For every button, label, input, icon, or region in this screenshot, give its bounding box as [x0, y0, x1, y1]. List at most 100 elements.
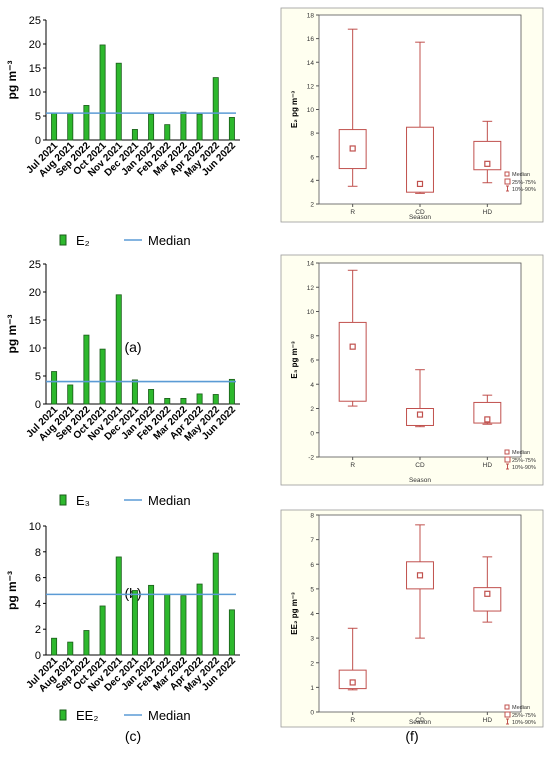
legend-label: E₃ [76, 493, 90, 508]
y-tick-label: 8 [35, 547, 41, 559]
y-tick-label: 4 [310, 382, 314, 389]
category-label: R [350, 209, 355, 216]
y-axis-label: pg m⁻³ [5, 61, 19, 100]
bar [180, 111, 187, 141]
y-tick-label: 6 [35, 573, 41, 585]
median-marker [349, 145, 356, 152]
y-tick-label: 2 [310, 202, 314, 209]
y-tick-label: 0 [35, 135, 41, 147]
panel-caption: (f) [405, 728, 418, 744]
x-axis-label: Season [409, 477, 431, 484]
median-marker [349, 679, 356, 686]
bar [196, 583, 203, 656]
box-chart-2: -2 0 2 4 6 8 10 12 14 E₃ pg m⁻³ R CD HD Season Median 2… [280, 254, 544, 601]
y-tick-label: 14 [307, 60, 315, 67]
bar [67, 641, 74, 656]
y-tick-label: 4 [35, 598, 41, 610]
box-legend: Median 25%-75%10%-90% [504, 704, 536, 726]
median-marker [416, 180, 424, 188]
category-label: CD [415, 717, 425, 724]
legend-label: Median [148, 708, 191, 723]
y-tick-label: 8 [310, 333, 314, 340]
category-label: HD [483, 209, 493, 216]
bar [164, 593, 171, 656]
bar [83, 630, 90, 656]
median-marker [484, 160, 491, 167]
legend-label: Median [512, 172, 530, 178]
bar [131, 590, 138, 656]
y-tick-label: 8 [310, 513, 314, 520]
legend-label: Median [512, 450, 530, 456]
y-tick-label: 25 [29, 259, 41, 271]
category-label: R [350, 717, 355, 724]
legend-label: Median [148, 233, 191, 248]
bar [99, 605, 106, 656]
y-tick-label: 5 [35, 111, 41, 123]
y-axis-label: pg m⁻³ [5, 571, 19, 610]
y-tick-label: 20 [29, 287, 41, 299]
median-marker [416, 411, 424, 418]
legend-box-swatch [504, 711, 511, 718]
bar [67, 113, 74, 141]
y-tick-label: 8 [310, 131, 314, 138]
bar [131, 129, 138, 141]
y-tick-label: 5 [35, 371, 41, 383]
legend-median-swatch [504, 171, 510, 177]
legend-label: 10%-90% [512, 187, 536, 193]
y-tick-label: 0 [310, 710, 314, 717]
y-axis-label: E₂ pg m⁻³ [290, 91, 299, 128]
x-axis-label: Season [409, 214, 431, 221]
y-tick-label: 18 [307, 13, 315, 20]
y-axis-label: EE₂ pg m⁻³ [290, 592, 299, 635]
y-axis-label: pg m⁻³ [5, 315, 19, 354]
bar [212, 552, 219, 656]
bar [148, 113, 155, 141]
y-tick-label: 2 [310, 406, 314, 413]
bar [83, 334, 90, 405]
legend-box-swatch [504, 456, 511, 463]
legend-box-swatch [504, 178, 511, 185]
y-tick-label: 25 [29, 15, 41, 27]
bar [115, 62, 122, 141]
y-tick-label: 0 [35, 650, 41, 662]
median-marker [416, 572, 424, 579]
legend-label: 25%-75% [512, 180, 536, 186]
y-tick-label: 14 [307, 261, 315, 268]
legend-median-swatch [504, 704, 510, 710]
bar [228, 378, 235, 405]
iqr-box [338, 321, 367, 402]
legend-swatch [59, 234, 67, 246]
y-tick-label: 6 [310, 154, 314, 161]
bar [148, 584, 155, 656]
category-label: CD [415, 209, 425, 216]
y-tick-label: 15 [29, 63, 41, 75]
legend-label: Median [148, 493, 191, 508]
bar [212, 77, 219, 141]
median-marker [484, 590, 491, 597]
y-tick-label: 4 [310, 611, 314, 618]
legend-label: 25%-75% [512, 458, 536, 464]
category-label: CD [415, 462, 425, 469]
legend-swatch [59, 709, 67, 721]
bar [212, 394, 219, 405]
category-label: HD [483, 717, 493, 724]
legend-median-swatch [504, 449, 510, 455]
bar [115, 556, 122, 656]
y-tick-label: 2 [310, 660, 314, 667]
y-tick-label: 10 [29, 343, 41, 355]
box-legend: Median 25%-75%10%-90% [504, 171, 536, 193]
median-marker [349, 343, 356, 350]
bar [51, 112, 58, 141]
y-tick-label: -2 [308, 455, 314, 462]
y-tick-label: 5 [310, 586, 314, 593]
bar [164, 124, 171, 141]
median-marker [484, 416, 491, 423]
bar [83, 105, 90, 141]
y-tick-label: 2 [35, 624, 41, 636]
category-label: HD [483, 462, 493, 469]
legend-label: 25%-75% [512, 713, 536, 719]
